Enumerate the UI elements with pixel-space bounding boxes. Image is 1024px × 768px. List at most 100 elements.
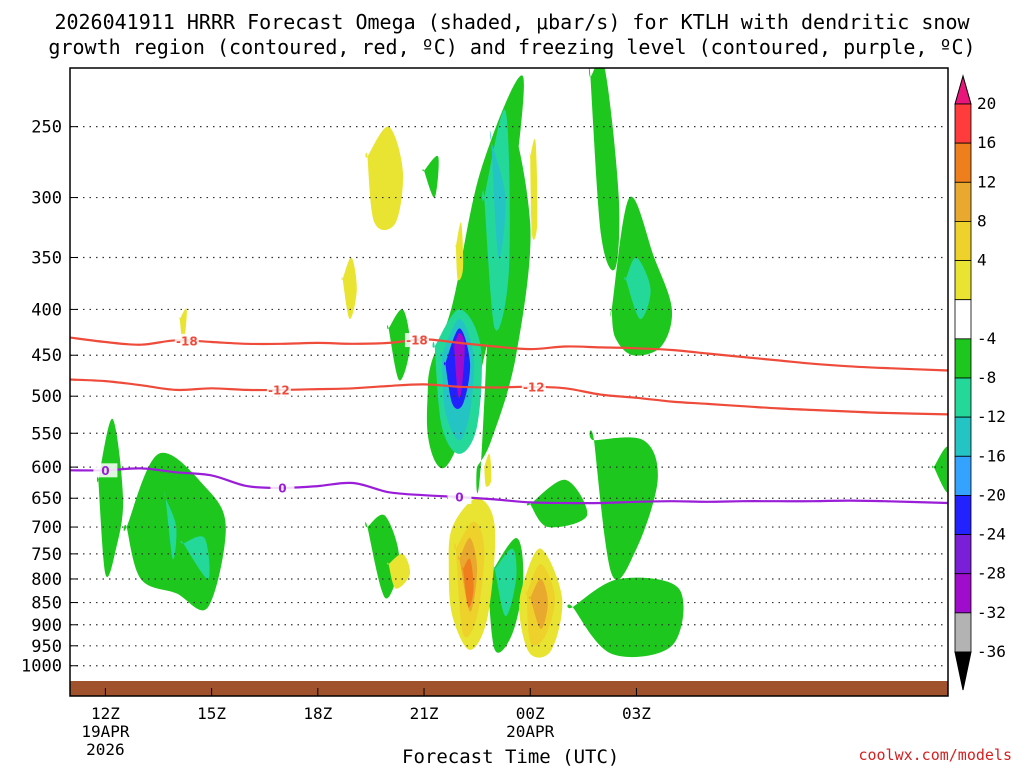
colorbar-label-16: 16	[977, 133, 996, 152]
colorbar-swatch-7	[954, 377, 972, 418]
credit-link[interactable]: coolwx.com/models	[858, 746, 1012, 764]
omega-region-30	[528, 578, 548, 630]
ground-surface	[70, 681, 948, 696]
contour-label-bg-dgz_minus12-0	[266, 382, 291, 397]
ytick-label-950: 950	[31, 637, 62, 657]
ytick-label-650: 650	[31, 489, 62, 509]
xtick-date-12Z: 19APR	[81, 722, 130, 741]
ytick-label-300: 300	[31, 189, 62, 209]
ytick-label-550: 550	[31, 424, 62, 444]
contour-label-bg-freezing_level-1	[270, 480, 295, 495]
colorbar-label-20: 20	[977, 94, 996, 113]
xtick-label-18Z: 18Z	[303, 704, 332, 723]
colorbar-label-4: 4	[977, 251, 987, 270]
colorbar-label--4: -4	[977, 329, 996, 348]
ytick-label-1000: 1000	[21, 657, 62, 677]
contour-label-bg-dgz_minus12-1	[521, 379, 546, 394]
colorbar-swatch-4	[954, 260, 972, 301]
contour-label-dgz_minus12-0: -12	[268, 383, 290, 397]
ytick-label-800: 800	[31, 570, 62, 590]
omega-region-27	[462, 558, 474, 608]
omega-region-32	[387, 553, 411, 589]
colorbar-swatch-8	[954, 416, 972, 457]
colorbar-label--12: -12	[977, 407, 1006, 426]
xtick-label-12Z: 12Z	[91, 704, 120, 723]
colorbar-label--20: -20	[977, 485, 1006, 504]
xtick-label-00Z: 00Z	[516, 704, 545, 723]
contour-freezing_level	[70, 467, 948, 505]
ytick-label-350: 350	[31, 248, 62, 268]
omega-region-37	[455, 222, 464, 281]
chart-title-line1: 2026041911 HRRR Forecast Omega (shaded, …	[54, 10, 970, 34]
colorbar-label--16: -16	[977, 446, 1006, 465]
omega-shading	[96, 68, 948, 658]
colorbar-label--24: -24	[977, 525, 1006, 544]
colorbar-top-arrow	[954, 74, 972, 105]
omega-region-18	[422, 155, 439, 198]
omega-region-15	[589, 430, 658, 580]
omega-region-16	[365, 514, 400, 599]
ytick-label-750: 750	[31, 545, 62, 565]
colorbar-label--32: -32	[977, 603, 1006, 622]
pressure-axis: 2503003504004505005506006507007508008509…	[21, 118, 78, 677]
colorbar-swatch-12	[954, 573, 972, 614]
xtick-year-12Z: 2026	[86, 740, 125, 759]
contour-label-bg-dgz_minus18-1	[404, 333, 429, 348]
colorbar-label-8: 8	[977, 211, 987, 230]
colorbar-swatch-10	[954, 495, 972, 535]
xtick-date-00Z: 20APR	[506, 722, 555, 741]
xtick-label-21Z: 21Z	[410, 704, 439, 723]
colorbar-swatch-1	[954, 142, 972, 183]
colorbar-bottom-arrow	[954, 651, 972, 691]
colorbar-swatch-5	[954, 299, 972, 340]
contour-label-freezing_level-1: 0	[278, 481, 286, 495]
colorbar-label--8: -8	[977, 368, 996, 387]
contour-label-freezing_level-2: 0	[455, 491, 463, 505]
omega-region-23	[932, 446, 948, 493]
omega-region-14	[588, 68, 620, 271]
colorbar-label--36: -36	[977, 642, 1006, 661]
xtick-label-15Z: 15Z	[197, 704, 226, 723]
ytick-label-450: 450	[31, 346, 62, 366]
ytick-label-500: 500	[31, 387, 62, 407]
colorbar-swatch-9	[954, 455, 972, 496]
colorbar-label-12: 12	[977, 172, 996, 191]
omega-region-34	[179, 308, 187, 347]
omega-region-11	[180, 536, 210, 580]
xtick-label-03Z: 03Z	[622, 704, 651, 723]
colorbar: 20 16 12 8 4 -4 -8 -12 -16 -20 -24 -28 -32 -36	[954, 74, 1006, 691]
omega-region-13	[624, 257, 651, 320]
colorbar-swatch-6	[954, 338, 972, 379]
colorbar-swatch-0	[954, 103, 972, 144]
omega-region-7	[453, 333, 465, 398]
x-axis-label: Forecast Time (UTC)	[402, 746, 620, 768]
contour-label-bg-freezing_level-2	[447, 490, 472, 505]
ytick-label-600: 600	[31, 458, 62, 478]
ytick-label-250: 250	[31, 118, 62, 138]
contour-layer: -18 -18 -12 -12 0 0 0	[70, 333, 948, 505]
colorbar-swatch-13	[954, 612, 972, 653]
colorbar-swatch-11	[954, 534, 972, 575]
chart-title-line2: growth region (contoured, red, ºC) and f…	[48, 35, 976, 59]
contour-dgz_minus12	[70, 378, 948, 416]
omega-region-3	[489, 130, 506, 259]
ytick-label-400: 400	[31, 300, 62, 320]
omega-region-31	[365, 126, 404, 231]
omega-region-33	[341, 257, 357, 320]
omega-region-22	[567, 577, 684, 658]
contour-dgz_minus18	[70, 336, 948, 372]
contour-label-bg-freezing_level-0	[93, 463, 118, 478]
ytick-label-900: 900	[31, 616, 62, 636]
colorbar-label--28: -28	[977, 564, 1006, 583]
contour-label-bg-dgz_minus18-0	[174, 333, 199, 348]
plot-frame	[69, 67, 949, 697]
colorbar-swatch-3	[954, 221, 972, 261]
omega-region-17	[387, 309, 410, 381]
contour-label-dgz_minus18-0: -18	[176, 334, 198, 348]
contour-label-dgz_minus18-1: -18	[406, 334, 428, 348]
ytick-label-700: 700	[31, 518, 62, 538]
ytick-label-850: 850	[31, 594, 62, 614]
colorbar-swatch-2	[954, 181, 972, 222]
